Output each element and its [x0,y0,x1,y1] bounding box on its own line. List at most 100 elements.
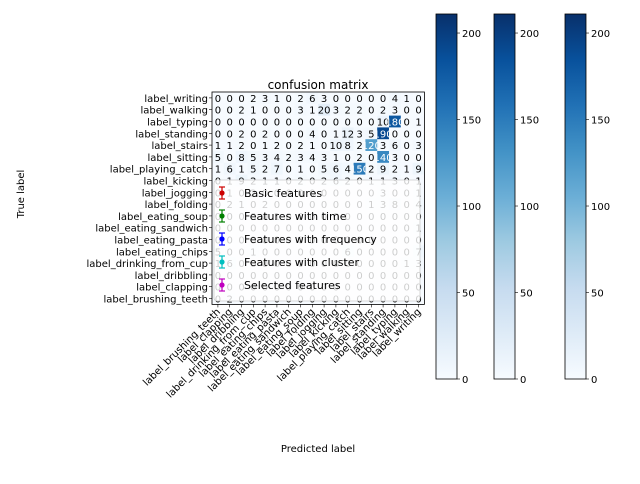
heatmap-cell [365,162,378,175]
cell-value-label: 180 [385,118,404,129]
cell-value-label: 0 [333,94,339,105]
heatmap-cell [400,127,413,140]
heatmap-cell [377,151,390,164]
heatmap-cell [282,139,295,152]
y-tick-label: label_sitting [148,153,208,164]
heatmap-cell [365,115,378,128]
cell-value-label: 1 [274,94,280,105]
cell-value-label: 3 [392,153,398,164]
heatmap-cell [271,92,284,105]
cell-value-label: 0 [368,118,374,129]
cell-value-label: 0 [368,94,374,105]
cell-value-label: 0 [415,153,421,164]
legend-label: Basic features [244,187,322,200]
cell-value-label: 1 [333,153,339,164]
cell-value-label: 3 [415,141,421,152]
heatmap-cell [223,103,236,116]
heatmap-cell [400,92,413,105]
cell-value-label: 2 [238,141,244,152]
heatmap-cell [341,139,354,152]
heatmap-cell [235,151,248,164]
colorbar-tick-label: 50 [520,289,533,300]
heatmap-cell [294,115,307,128]
heatmap-cell [353,162,366,175]
cell-value-label: 2 [356,141,362,152]
cell-value-label: 3 [380,141,386,152]
cell-value-label: 0 [286,141,292,152]
legend-box [213,179,421,302]
heatmap-cell [212,139,225,152]
colorbar-tick-label: 150 [591,116,610,127]
heatmap-cell [377,92,390,105]
heatmap-cell [412,115,425,128]
cell-value-label: 1 [215,165,221,176]
heatmap-cell [247,92,260,105]
heatmap-cell [212,103,225,116]
heatmap-cell [306,139,319,152]
heatmap-cell [389,115,402,128]
heatmap-cell [223,139,236,152]
heatmap-cell [271,139,284,152]
cell-value-label: 0 [286,129,292,140]
legend-label: Features with time [244,210,347,223]
cell-value-label: 6 [227,165,233,176]
heatmap-cell [341,103,354,116]
y-tick-label: label_folding [145,200,208,211]
heatmap-cell [330,139,343,152]
cell-value-label: 3 [392,106,398,117]
cell-value-label: 0 [215,118,221,129]
cell-value-label: 2 [297,141,303,152]
heatmap-cell [271,151,284,164]
colorbar-tick-label: 50 [462,289,475,300]
cell-value-label: 0 [274,129,280,140]
cell-value-label: 1 [415,118,421,129]
heatmap-cell [223,151,236,164]
y-tick-label: label_standing [135,129,208,140]
heatmap-cell [259,162,272,175]
cell-value-label: 0 [227,118,233,129]
heatmap-cell [353,139,366,152]
legend-marker [219,190,225,196]
legend: Basic features Features with time Features… [213,179,421,302]
heatmap-cell [341,151,354,164]
cell-value-label: 2 [262,165,268,176]
cell-value-label: 0 [333,118,339,129]
heatmap-cell [353,151,366,164]
heatmap-cell [282,115,295,128]
cell-value-label: 2 [345,106,351,117]
heatmap-cell [306,127,319,140]
colorbars: 0 50 100 150 200 0 50 100 150 200 0 50 100 150 200 [435,13,610,386]
cell-value-label: 120 [362,141,381,152]
cell-value-label: 3 [321,94,327,105]
heatmap-cell [389,151,402,164]
y-tick-label: label_eating_sandwich [95,224,208,235]
heatmap-cell [294,139,307,152]
heatmap-cell [341,92,354,105]
cell-value-label: 2 [380,106,386,117]
cell-value-label: 5 [250,165,256,176]
heatmap-cell [353,92,366,105]
cell-value-label: 0 [321,129,327,140]
heatmap-cell [282,151,295,164]
cell-value-label: 3 [262,153,268,164]
heatmap-cell [294,92,307,105]
cell-value-label: 10 [377,118,390,129]
y-tick-label: label_kicking [143,177,208,188]
cell-value-label: 0 [321,118,327,129]
cell-value-label: 8 [238,153,244,164]
y-tick-labels: label_writinglabel_walkinglabel_typingla… [87,94,212,306]
y-tick-label: label_playing_catch [110,165,208,176]
cell-value-label: 0 [274,106,280,117]
heatmap-cell [235,127,248,140]
cell-value-label: 8 [345,141,351,152]
cell-value-label: 0 [415,94,421,105]
heatmap-cell [259,127,272,140]
heatmap-cell [412,162,425,175]
heatmap-cell [271,115,284,128]
y-tick-label: label_eating_pasta [114,236,208,247]
cell-value-label: 0 [356,94,362,105]
cell-value-label: 0 [380,94,386,105]
cell-value-label: 0 [227,94,233,105]
cell-value-label: 0 [297,129,303,140]
